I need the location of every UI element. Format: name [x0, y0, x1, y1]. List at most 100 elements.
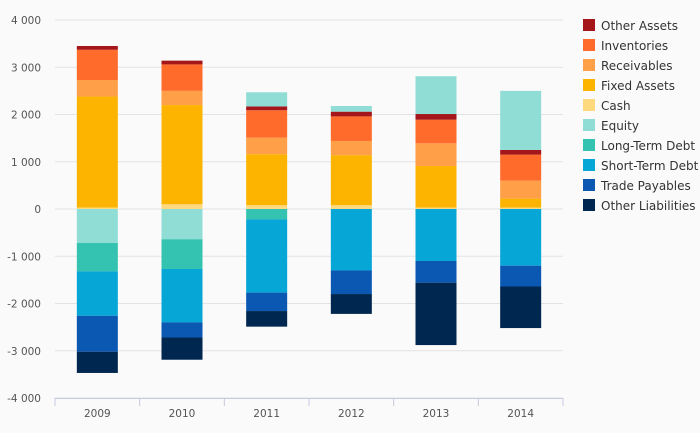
legend-swatch [583, 199, 595, 211]
legend-swatch [583, 179, 595, 191]
bar-receivables-2013 [415, 143, 457, 167]
legend-item-long-term-debt[interactable]: Long-Term Debt [583, 139, 695, 153]
bar-other-liabilities-2010 [161, 337, 203, 360]
bar-equity-2011 [246, 92, 288, 107]
bar-short-term-debt-2013 [415, 209, 457, 261]
x-tick-label: 2009 [84, 408, 111, 420]
x-tick-label: 2014 [507, 408, 534, 420]
legend-label: Receivables [601, 59, 673, 73]
y-axis-ticks: 4 000 3 000 2 000 1 000 0 -1 000 -2 000 -3 000 -… [7, 15, 41, 405]
bar-cash-2013 [415, 207, 457, 209]
bar-equity-2012 [330, 105, 372, 112]
legend-swatch [583, 19, 595, 31]
bar-other-liabilities-2014 [500, 286, 542, 329]
y-tick-label: 0 [34, 204, 41, 216]
bar-inventories-2010 [161, 64, 203, 91]
bar-fixed-assets-2012 [330, 155, 372, 206]
legend-label: Short-Term Debt [601, 159, 699, 173]
bar-fixed-assets-2013 [415, 166, 457, 208]
y-tick-label: 1 000 [11, 157, 41, 169]
legend-item-receivables[interactable]: Receivables [583, 59, 673, 73]
bar-trade-payables-2012 [330, 270, 372, 295]
bar-inventories-2014 [500, 154, 542, 181]
bar-trade-payables-2014 [500, 265, 542, 287]
legend-item-trade-payables[interactable]: Trade Payables [583, 179, 691, 193]
bar-other-assets-2013 [415, 114, 457, 120]
y-tick-label: 3 000 [11, 62, 41, 74]
bar-inventories-2012 [330, 116, 372, 141]
legend-swatch [583, 59, 595, 71]
bar-equity-2010 [161, 209, 203, 240]
bar-receivables-2012 [330, 140, 372, 156]
legend-item-inventories[interactable]: Inventories [583, 39, 668, 53]
bar-other-assets-2010 [161, 60, 203, 65]
bar-inventories-2013 [415, 119, 457, 144]
legend-swatch [583, 139, 595, 151]
legend-label: Inventories [601, 39, 668, 53]
bars [76, 45, 542, 373]
x-tick-label: 2011 [253, 408, 280, 420]
x-axis [54, 398, 564, 406]
legend-item-equity[interactable]: Equity [583, 119, 639, 133]
y-tick-label: -1 000 [7, 251, 41, 263]
bar-other-assets-2014 [500, 149, 542, 155]
bar-trade-payables-2013 [415, 260, 457, 283]
grid-lines [55, 19, 563, 399]
legend-item-other-liabilities[interactable]: Other Liabilities [583, 199, 696, 213]
bar-inventories-2009 [76, 49, 118, 81]
bar-cash-2009 [76, 207, 118, 209]
bar-fixed-assets-2011 [246, 154, 288, 206]
legend-label: Equity [601, 119, 639, 133]
bar-receivables-2010 [161, 90, 203, 106]
bar-other-assets-2011 [246, 106, 288, 111]
legend-swatch [583, 39, 595, 51]
bar-receivables-2011 [246, 137, 288, 155]
x-axis-ticks: 2009 2010 2011 2012 2013 2014 [84, 408, 534, 420]
bar-short-term-debt-2010 [161, 269, 203, 323]
x-tick-label: 2012 [338, 408, 365, 420]
bar-cash-2010 [161, 204, 203, 209]
legend-item-cash[interactable]: Cash [583, 99, 631, 113]
bar-long-term-debt-2011 [246, 209, 288, 220]
legend-label: Long-Term Debt [601, 139, 695, 153]
bar-other-liabilities-2012 [330, 294, 372, 314]
bar-cash-2011 [246, 205, 288, 209]
y-tick-label: -3 000 [7, 346, 41, 358]
bar-other-liabilities-2009 [76, 351, 118, 373]
x-tick-label: 2013 [423, 408, 450, 420]
bar-trade-payables-2009 [76, 315, 118, 352]
bar-short-term-debt-2011 [246, 219, 288, 293]
legend-label: Cash [601, 99, 631, 113]
legend-label: Other Assets [601, 19, 678, 33]
bar-short-term-debt-2012 [330, 209, 372, 271]
legend-swatch [583, 159, 595, 171]
bar-fixed-assets-2014 [500, 198, 542, 208]
legend-swatch [583, 119, 595, 131]
bar-other-liabilities-2011 [246, 311, 288, 327]
legend-item-other-assets[interactable]: Other Assets [583, 19, 678, 33]
bar-fixed-assets-2009 [76, 96, 118, 208]
x-tick-label: 2010 [169, 408, 196, 420]
y-tick-label: -4 000 [7, 393, 41, 405]
y-tick-label: 4 000 [11, 15, 41, 27]
bar-equity-2013 [415, 76, 457, 115]
bar-inventories-2011 [246, 110, 288, 138]
legend-label: Fixed Assets [601, 79, 675, 93]
bar-fixed-assets-2010 [161, 105, 203, 205]
legend-label: Trade Payables [600, 179, 691, 193]
legend-swatch [583, 79, 595, 91]
legend-item-short-term-debt[interactable]: Short-Term Debt [583, 159, 699, 173]
bar-receivables-2014 [500, 180, 542, 199]
bar-long-term-debt-2009 [76, 243, 118, 272]
legend: Other Assets Inventories Receivables Fixed … [583, 19, 699, 213]
bar-short-term-debt-2014 [500, 209, 542, 266]
y-tick-label: -2 000 [7, 299, 41, 311]
bar-trade-payables-2011 [246, 292, 288, 312]
bar-equity-2014 [500, 90, 542, 150]
bar-cash-2014 [500, 207, 542, 209]
bar-receivables-2009 [76, 80, 118, 97]
legend-item-fixed-assets[interactable]: Fixed Assets [583, 79, 675, 93]
bar-long-term-debt-2010 [161, 239, 203, 270]
